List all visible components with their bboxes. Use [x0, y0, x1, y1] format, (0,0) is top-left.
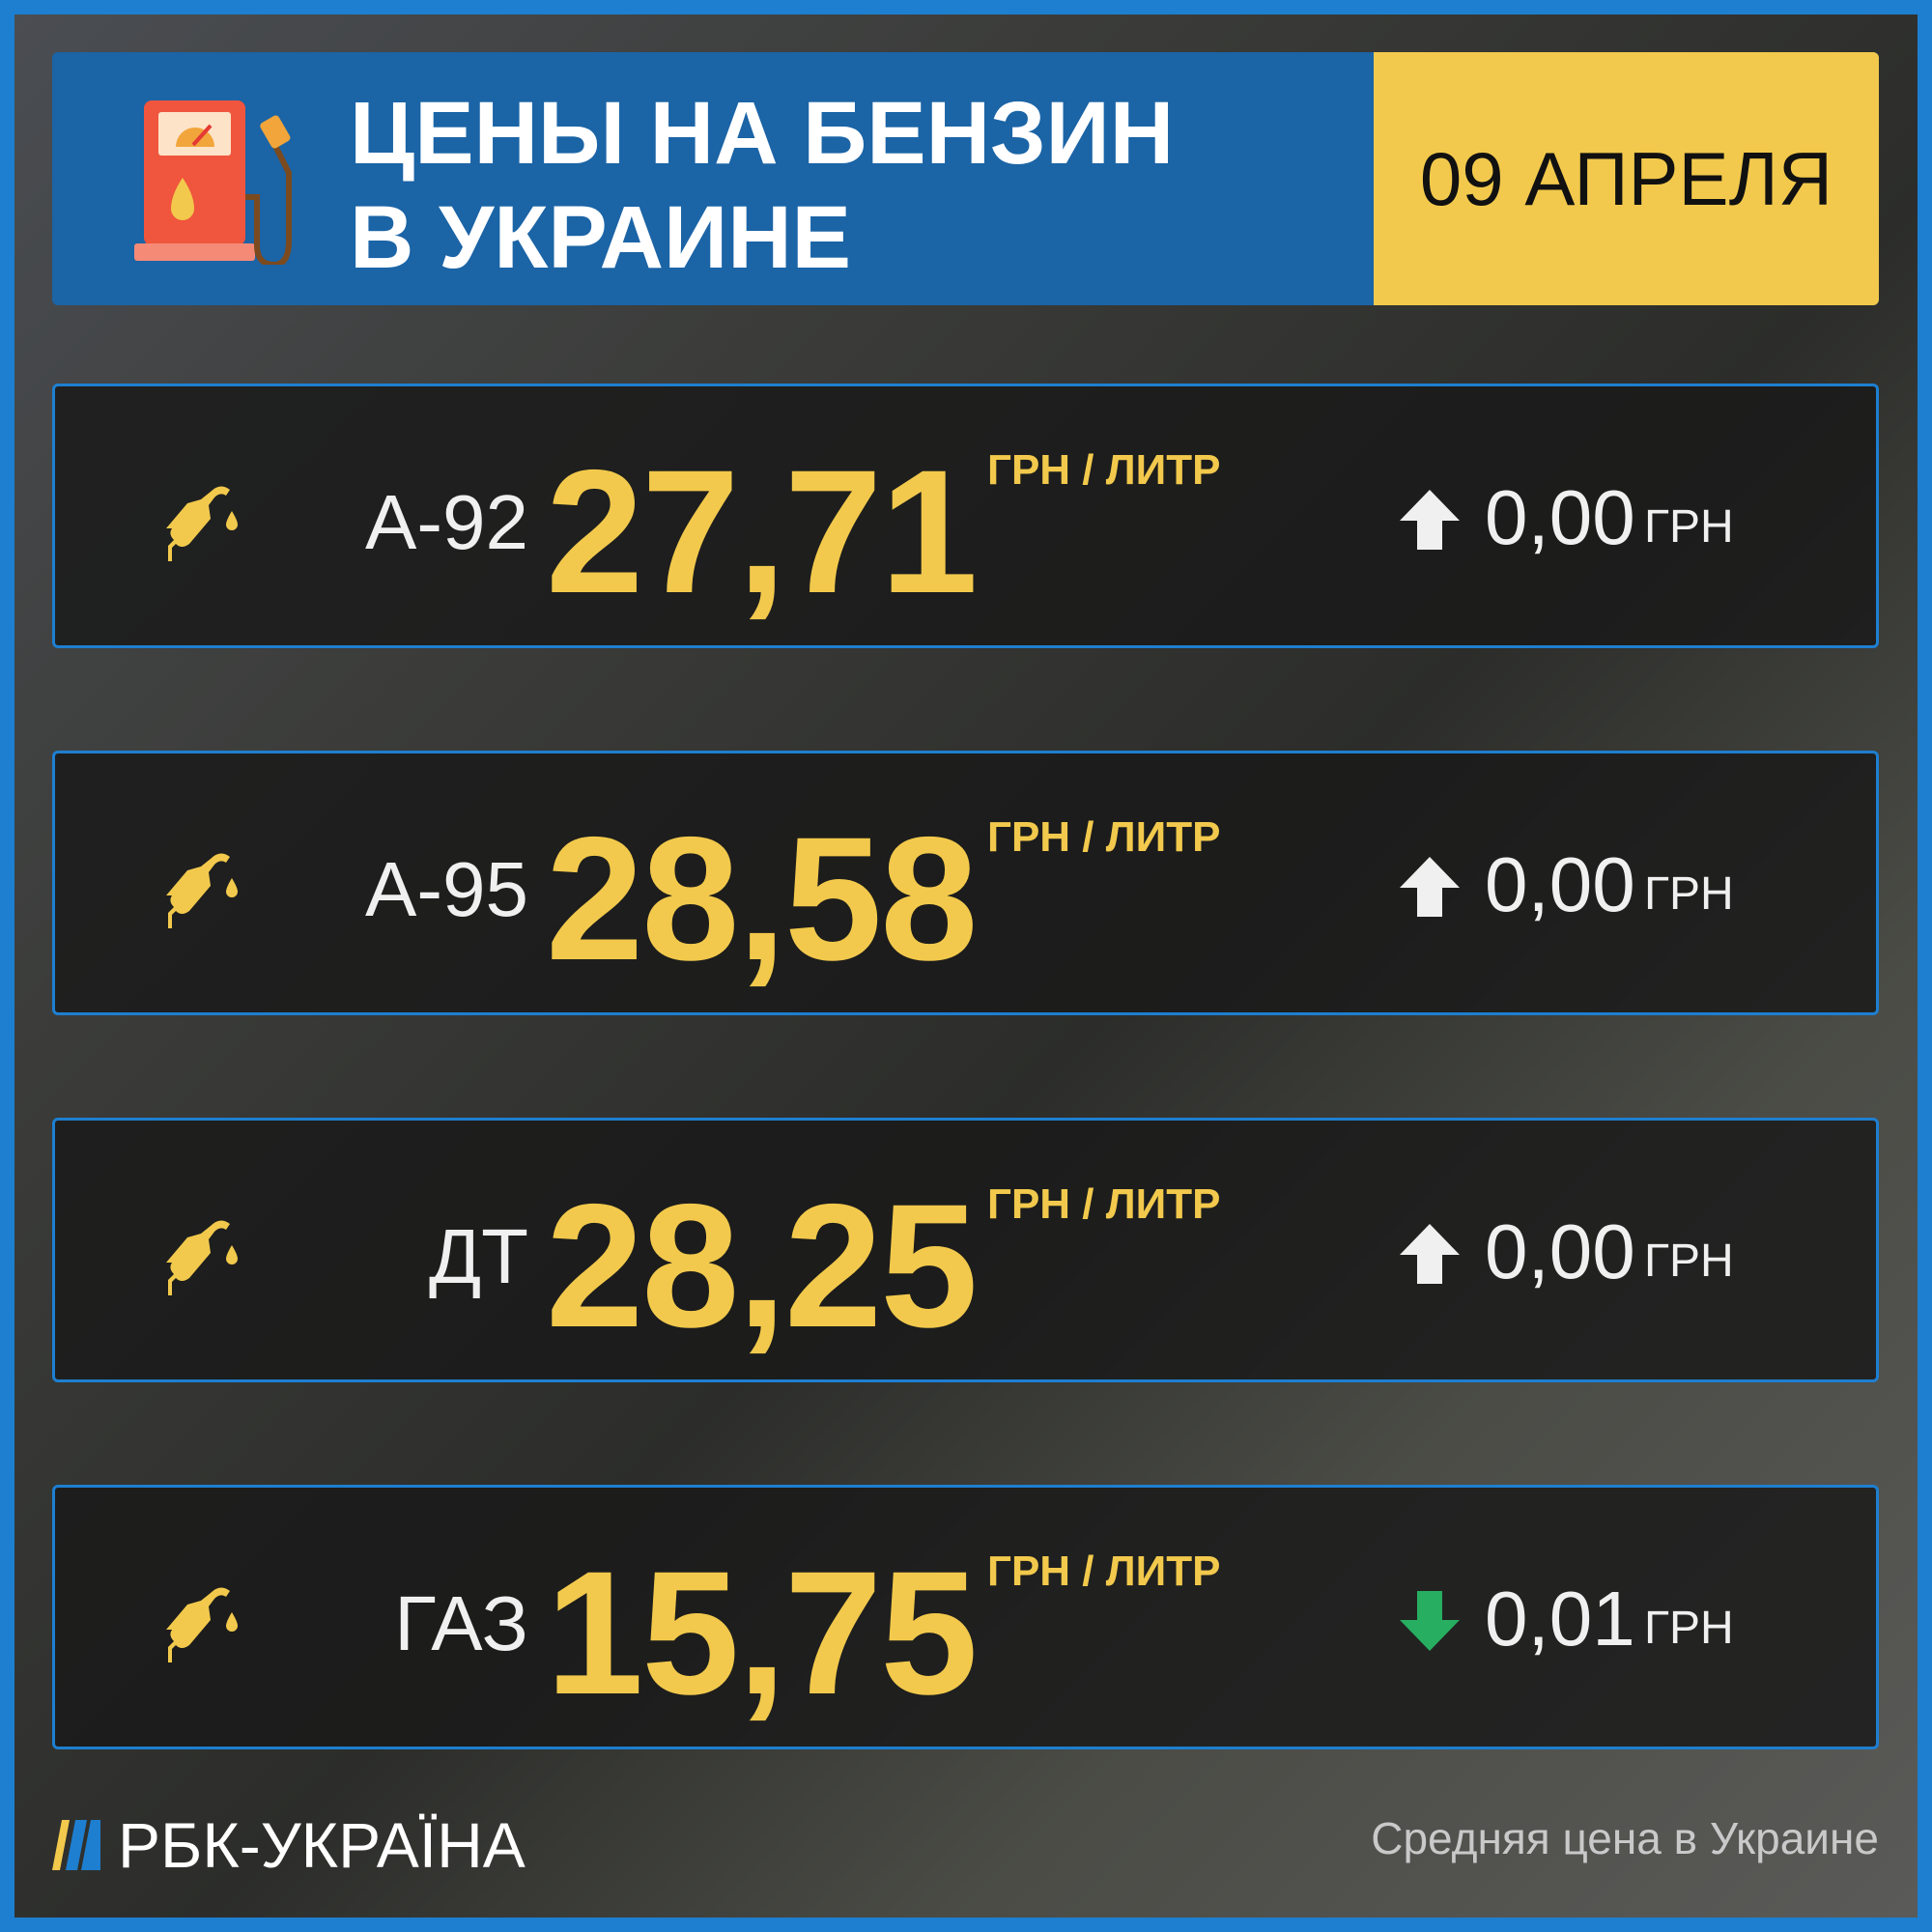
fuel-price: 28,25	[546, 1167, 978, 1364]
price-unit: ГРН / ЛИТР	[987, 1180, 1221, 1228]
brand-logo: РБК-УКРАЇНА	[52, 1808, 526, 1882]
price-change: 0,00	[1485, 841, 1635, 927]
change-currency: ГРН	[1644, 501, 1734, 553]
arrow-up-icon	[1398, 488, 1462, 556]
fuel-type: ГАЗ	[394, 1580, 528, 1666]
header-banner: ЦЕНЫ НА БЕНЗИН В УКРАИНЕ 09 АПРЕЛЯ	[52, 52, 1879, 305]
title-line-1: ЦЕНЫ НА БЕНЗИН	[350, 84, 1175, 183]
fuel-nozzle-icon	[147, 1203, 243, 1304]
fuel-nozzle-icon	[147, 836, 243, 937]
change-currency: ГРН	[1644, 1236, 1734, 1287]
change-currency: ГРН	[1644, 868, 1734, 920]
fuel-type: А-92	[365, 479, 528, 565]
fuel-row: А-92 27,71 ГРН / ЛИТР 0,00 ГРН	[52, 384, 1879, 648]
price-unit: ГРН / ЛИТР	[987, 446, 1221, 494]
price-change: 0,01	[1485, 1576, 1635, 1662]
brand-name: РБК-УКРАЇНА	[118, 1809, 526, 1881]
fuel-price: 28,58	[546, 800, 978, 997]
fuel-nozzle-icon	[147, 469, 243, 570]
arrow-up-icon	[1398, 1222, 1462, 1291]
price-change: 0,00	[1485, 1208, 1635, 1294]
date-label: 09 АПРЕЛЯ	[1419, 135, 1833, 221]
price-unit: ГРН / ЛИТР	[987, 1548, 1221, 1595]
title-line-2: В УКРАИНЕ	[350, 188, 852, 287]
price-change: 0,00	[1485, 474, 1635, 560]
fuel-type: ДТ	[428, 1213, 528, 1299]
fuel-pump-icon	[134, 100, 292, 265]
rbk-logo-icon	[52, 1820, 100, 1870]
arrow-down-icon	[1398, 1589, 1462, 1658]
fuel-row: А-95 28,58 ГРН / ЛИТР 0,00 ГРН	[52, 751, 1879, 1015]
footnote: Средняя цена в Украине	[1371, 1813, 1879, 1863]
fuel-row: ГАЗ 15,75 ГРН / ЛИТР 0,01 ГРН	[52, 1485, 1879, 1749]
date-panel: 09 АПРЕЛЯ	[1374, 52, 1879, 305]
fuel-price: 27,71	[546, 433, 978, 630]
price-unit: ГРН / ЛИТР	[987, 813, 1221, 861]
fuel-nozzle-icon	[147, 1570, 243, 1671]
fuel-row: ДТ 28,25 ГРН / ЛИТР 0,00 ГРН	[52, 1118, 1879, 1382]
fuel-price: 15,75	[546, 1534, 978, 1731]
change-currency: ГРН	[1644, 1603, 1734, 1654]
fuel-type: А-95	[365, 846, 528, 932]
arrow-up-icon	[1398, 855, 1462, 923]
